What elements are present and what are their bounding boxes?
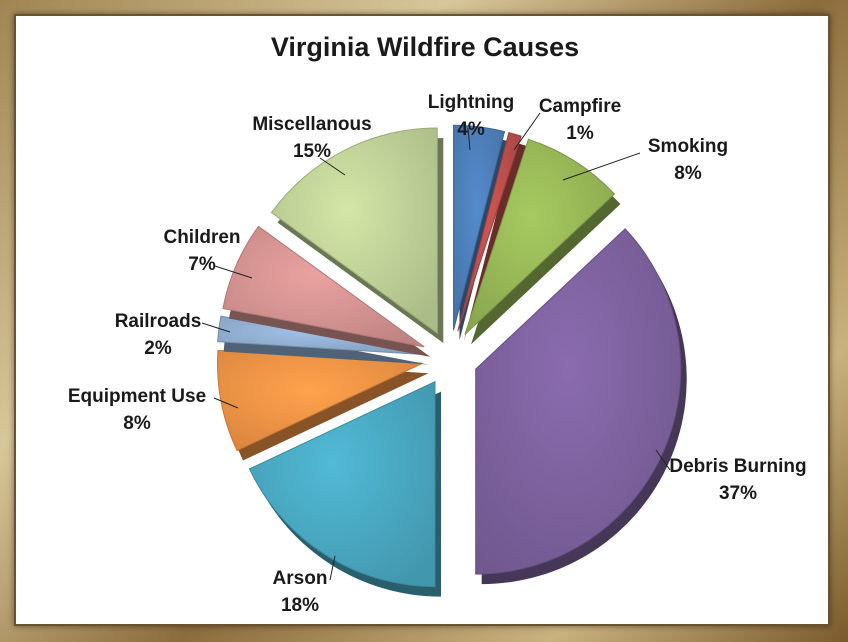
pie-slice-debris-burning: [475, 228, 682, 575]
pie-slice-campfire: [457, 131, 522, 332]
slice-label-lightning: Lightning: [428, 92, 515, 113]
pie-slice-equipment-use: [217, 349, 423, 452]
pie-slice-lightning: [453, 124, 506, 331]
pie-slice-smoking: [464, 138, 616, 335]
slice-value-smoking: 8%: [674, 163, 702, 184]
slice-label-arson: Arson: [273, 568, 328, 589]
slice-label-smoking: Smoking: [648, 136, 728, 157]
pie-slices: [217, 124, 687, 597]
slice-value-lightning: 4%: [457, 119, 485, 140]
leader-line-lightning: [467, 127, 471, 151]
slice-label-debris-burning: Debris Burning: [669, 456, 806, 477]
slice-label-railroads: Railroads: [115, 311, 202, 332]
leader-line-equipment-use: [213, 397, 239, 409]
slice-label-campfire: Campfire: [539, 96, 621, 117]
slice-value-miscellanous: 15%: [293, 141, 331, 162]
slice-value-debris-burning: 37%: [719, 483, 757, 504]
leader-line-debris-burning: [655, 449, 671, 471]
leader-line-railroads: [201, 322, 231, 333]
pie-slice-miscellanous: [270, 127, 438, 335]
slice-value-equipment-use: 8%: [123, 413, 151, 434]
slice-label-equipment-use: Equipment Use: [68, 386, 206, 407]
chart-title: Virginia Wildfire Causes: [271, 32, 579, 62]
leader-line-smoking: [562, 152, 641, 181]
pie-slice-arson: [248, 380, 436, 588]
leader-line-arson: [329, 555, 336, 581]
slice-value-railroads: 2%: [144, 338, 172, 359]
slice-labels: Lightning 4% Campfire 1% Smoking 8% Debris Bur…: [68, 92, 807, 616]
slice-value-arson: 18%: [281, 595, 319, 616]
slice-label-children: Children: [163, 227, 240, 248]
leader-line-campfire: [513, 112, 541, 151]
slice-value-campfire: 1%: [566, 123, 594, 144]
pie-slice-children: [222, 225, 425, 348]
slice-label-miscellanous: Miscellanous: [252, 114, 371, 135]
leader-lines: [201, 112, 671, 581]
slice-value-children: 7%: [188, 254, 216, 275]
leader-line-children: [214, 265, 253, 279]
leader-line-miscellanous: [319, 157, 346, 176]
